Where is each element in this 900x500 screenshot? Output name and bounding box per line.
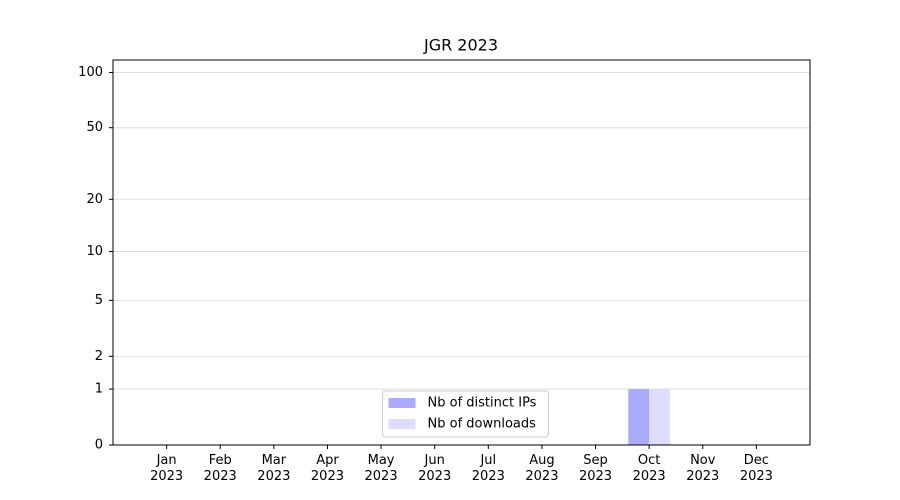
y-tick-label: 1: [95, 382, 103, 397]
y-tick-label: 50: [86, 120, 103, 135]
y-tick-label: 10: [86, 244, 103, 259]
grid: [113, 72, 810, 446]
x-tick-label: Apr 2023: [310, 453, 344, 484]
legend-box: [382, 390, 549, 438]
y-tick-label: 5: [95, 293, 103, 308]
x-tick-label: Dec 2023: [739, 453, 773, 484]
y-tick-label: 100: [78, 65, 103, 80]
x-tick-label: Jul 2023: [471, 453, 505, 484]
x-tick-label: Mar 2023: [257, 453, 291, 484]
legend-swatch: [388, 398, 416, 408]
legend-label: Nb of distinct IPs: [428, 396, 537, 411]
y-tick-label: 20: [86, 192, 103, 207]
x-tick-label: Feb 2023: [203, 453, 237, 484]
x-tick-label: Oct 2023: [632, 453, 666, 484]
legend-swatch: [388, 419, 416, 429]
x-tick-label: Nov 2023: [686, 453, 720, 484]
bar: [649, 389, 671, 445]
x-tick-label: Jun 2023: [418, 453, 452, 484]
x-tick-label: Sep 2023: [578, 453, 613, 484]
x-tick-label: May 2023: [364, 453, 398, 484]
chart-title: JGR 2023: [423, 36, 498, 55]
axes-frame: [112, 59, 811, 446]
x-tick-label: Aug 2023: [525, 453, 559, 484]
bar: [628, 389, 650, 445]
x-tick-label: Jan 2023: [150, 453, 184, 484]
y-tick-label: 2: [95, 349, 103, 364]
y-tick-label: 0: [95, 438, 103, 453]
legend-label: Nb of downloads: [428, 417, 537, 432]
